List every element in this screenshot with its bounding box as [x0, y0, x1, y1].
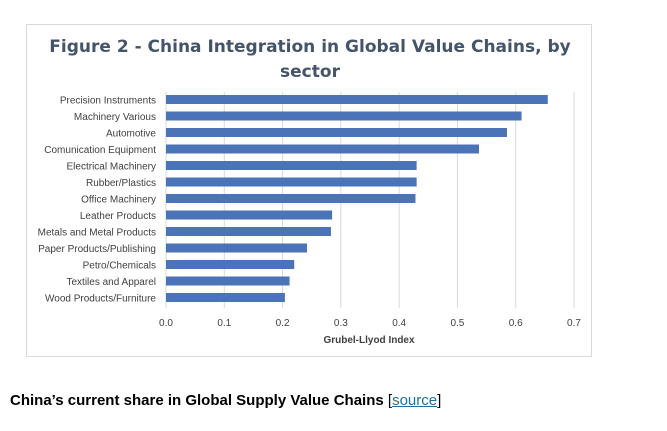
category-label: Textiles and Apparel	[66, 277, 156, 288]
bar	[166, 161, 417, 170]
x-tick-label: 0.1	[217, 318, 231, 329]
x-tick-label: 0.6	[509, 318, 523, 329]
bar	[166, 227, 331, 236]
bar	[166, 194, 416, 203]
bar	[166, 95, 548, 104]
figure-caption: China’s current share in Global Supply V…	[10, 392, 441, 409]
bar	[166, 144, 479, 154]
category-label: Automotive	[106, 129, 156, 140]
category-label: Machinery Various	[74, 112, 156, 123]
chart-frame: Figure 2 - China Integration in Global V…	[26, 24, 592, 357]
category-label: Leather Products	[80, 211, 156, 222]
caption-bracket-close: ]	[437, 392, 442, 409]
x-axis-label: Grubel-Llyod Index	[323, 335, 415, 346]
category-labels: Precision Instruments Machinery Various Au…	[38, 96, 157, 305]
bar	[166, 260, 295, 269]
category-label: Office Machinery	[81, 195, 156, 206]
category-label: Comunication Equipment	[44, 145, 156, 156]
source-link[interactable]: source	[392, 392, 438, 409]
category-label: Wood Products/Furniture	[45, 294, 156, 305]
x-tick-label: 0.0	[159, 318, 173, 329]
x-tick-label: 0.3	[334, 318, 348, 329]
bar	[166, 243, 308, 253]
category-label: Paper Products/Publishing	[38, 244, 156, 255]
bar	[166, 111, 522, 121]
bar	[166, 210, 333, 220]
bars	[166, 95, 548, 302]
x-tick-label: 0.7	[567, 318, 581, 329]
category-label: Electrical Machinery	[67, 162, 156, 173]
bar	[166, 128, 507, 137]
chart-title-line-1: Figure 2 - China Integration in Global V…	[49, 37, 571, 57]
caption-text: China’s current share in Global Supply V…	[10, 392, 384, 409]
x-tick-label: 0.2	[276, 318, 290, 329]
x-tick-label: 0.5	[450, 318, 464, 329]
caption-bracket-open: [	[383, 392, 393, 409]
chart-title: Figure 2 - China Integration in Global V…	[27, 35, 593, 85]
category-label: Rubber/Plastics	[86, 178, 156, 189]
bar	[166, 177, 417, 187]
category-label: Petro/Chemicals	[83, 261, 156, 272]
x-tick-label: 0.4	[392, 318, 406, 329]
bar	[166, 276, 290, 286]
bar	[166, 293, 285, 302]
category-label: Metals and Metal Products	[38, 228, 156, 239]
x-tick-labels: 0.0 0.1 0.2 0.3 0.4 0.5 0.6 0.7	[159, 318, 581, 329]
category-label: Precision Instruments	[60, 96, 156, 107]
chart-title-line-2: sector	[280, 62, 340, 82]
